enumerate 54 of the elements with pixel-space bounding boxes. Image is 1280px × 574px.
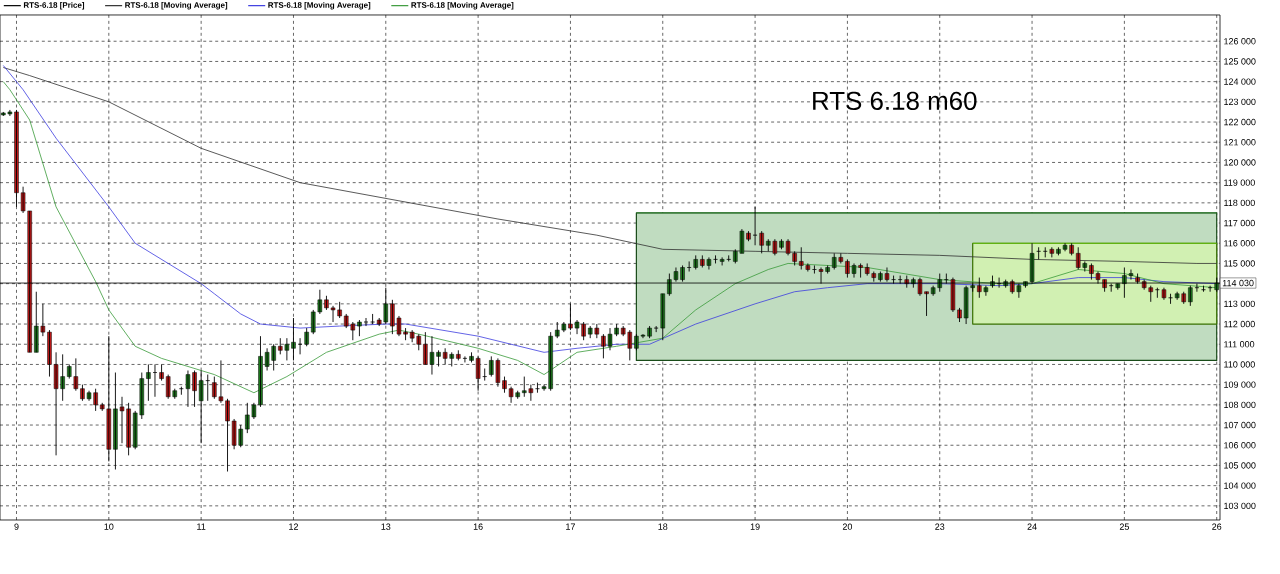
candlestick	[159, 364, 164, 382]
y-tick-label: 124 000	[1224, 78, 1256, 85]
y-tick-label: 123 000	[1224, 98, 1256, 106]
y-tick-label: 107 000	[1224, 421, 1256, 429]
ref-line-label: 114 030	[1222, 279, 1254, 287]
x-tick-label: 9	[14, 523, 19, 530]
y-tick-label: 112 000	[1224, 320, 1255, 328]
y-tick-label: 108 000	[1224, 401, 1256, 409]
x-tick-label: 26	[1212, 523, 1222, 530]
x-tick-label: 10	[104, 523, 114, 530]
x-tick-label: 16	[473, 523, 483, 530]
y-tick-label: 120 000	[1224, 159, 1256, 166]
candlestick	[693, 254, 698, 270]
x-tick-label: 13	[381, 523, 391, 530]
y-tick-label: 105 000	[1224, 462, 1256, 469]
y-tick-label: 122 000	[1224, 118, 1256, 126]
y-tick-label: 115 000	[1224, 260, 1255, 267]
candlestick	[653, 325, 659, 333]
candlestick	[370, 313, 375, 325]
y-tick-label: 125 000	[1224, 58, 1256, 65]
y-tick-label: 106 000	[1224, 442, 1256, 449]
y-tick-label: 104 000	[1224, 482, 1256, 489]
y-tick-label: 121 000	[1224, 139, 1256, 146]
x-tick-label: 20	[842, 523, 853, 530]
x-tick-label: 23	[935, 523, 945, 530]
x-tick-label: 25	[1119, 523, 1129, 530]
line-series	[2, 67, 1218, 264]
candlestick	[456, 349, 461, 361]
candlestick	[1049, 246, 1055, 258]
candlestick	[363, 317, 369, 327]
x-tick-label: 18	[658, 523, 668, 530]
y-tick-label: 111 000	[1224, 341, 1255, 348]
y-tick-label: 113 000	[1224, 300, 1255, 308]
candlestick	[1188, 285, 1193, 307]
candlestick	[357, 319, 362, 337]
y-tick-label: 109 000	[1224, 381, 1256, 388]
y-tick-label: 126 000	[1224, 38, 1256, 45]
candlestick	[759, 230, 764, 254]
y-tick-label: 118 000	[1224, 199, 1255, 207]
candlestick	[660, 293, 665, 341]
y-tick-label: 119 000	[1224, 179, 1255, 186]
x-tick-label: 12	[289, 523, 298, 530]
x-tick-label: 11	[197, 523, 206, 530]
y-tick-label: 117 000	[1224, 219, 1255, 227]
candlestick	[146, 364, 151, 402]
y-tick-label: 103 000	[1224, 502, 1256, 510]
x-tick-label: 19	[750, 523, 760, 530]
x-tick-label: 17	[566, 523, 575, 530]
candlestick	[1161, 287, 1167, 301]
candlestick	[304, 327, 309, 347]
annotation: RTS 6.18 m60	[813, 91, 977, 110]
y-tick-label: 110 000	[1224, 361, 1255, 368]
x-tick-label: 24	[1027, 523, 1037, 530]
y-tick-label: 116 000	[1224, 240, 1255, 247]
